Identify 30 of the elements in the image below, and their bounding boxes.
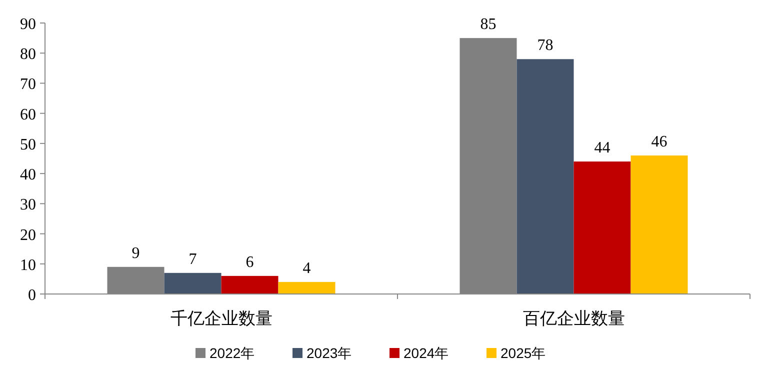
y-tick-label: 0 bbox=[28, 287, 36, 304]
data-label: 44 bbox=[594, 140, 610, 157]
bar bbox=[164, 272, 222, 294]
data-label: 9 bbox=[132, 244, 140, 262]
legend-label: 2023年 bbox=[306, 345, 352, 361]
data-label: 4 bbox=[302, 260, 311, 277]
legend-label: 2022年 bbox=[210, 345, 255, 361]
bar bbox=[278, 282, 336, 294]
legend-label: 2025年 bbox=[500, 345, 546, 361]
y-tick-label: 50 bbox=[20, 136, 36, 154]
y-tick-label: 80 bbox=[20, 46, 36, 64]
data-label: 6 bbox=[246, 254, 254, 271]
data-label: 78 bbox=[537, 37, 554, 54]
y-tick-label: 70 bbox=[20, 76, 36, 94]
y-tick-label: 60 bbox=[20, 106, 36, 124]
y-tick-label: 90 bbox=[20, 16, 36, 33]
x-tick-label: 千亿企业数量 bbox=[170, 309, 272, 328]
y-tick-label: 40 bbox=[20, 166, 36, 184]
bar bbox=[516, 59, 574, 294]
x-tick-label: 百亿企业数量 bbox=[522, 309, 625, 328]
bar bbox=[574, 162, 631, 294]
data-label: 85 bbox=[480, 16, 496, 34]
legend-label: 2024年 bbox=[404, 345, 449, 361]
bar bbox=[630, 155, 688, 294]
data-label: 7 bbox=[188, 250, 197, 268]
y-tick-label: 10 bbox=[20, 256, 36, 274]
y-tick-label: 30 bbox=[20, 196, 36, 214]
y-tick-label: 20 bbox=[20, 226, 36, 244]
data-label: 46 bbox=[651, 133, 668, 150]
bar bbox=[221, 276, 278, 294]
